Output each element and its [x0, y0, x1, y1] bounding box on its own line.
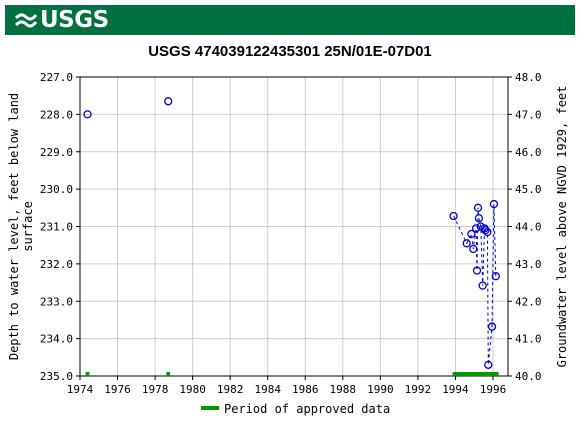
data-point [449, 211, 458, 221]
x-tick-label: 1990 [367, 383, 394, 396]
y-axis-left-label: Depth to water level, feet below landsur… [7, 93, 35, 360]
x-tick-label: 1978 [142, 383, 169, 396]
legend-label: Period of approved data [224, 402, 390, 416]
y-left-tick-label: 233.0 [40, 295, 73, 308]
x-tick-label: 1984 [254, 383, 281, 396]
y-axis-left-ticks: 227.0 228.0 229.0 230.0 231.0 232.0 233.0 234.0… [40, 71, 80, 383]
x-tick-label: 1994 [442, 383, 469, 396]
data-point [473, 203, 483, 212]
y-left-tick-label: 227.0 [40, 71, 73, 84]
data-point [83, 110, 92, 119]
y-right-tick-label: 41.0 [515, 333, 542, 346]
data-point [472, 266, 482, 275]
chart-title: USGS 474039122435301 25N/01E-07D01 [148, 43, 432, 60]
data-point [489, 199, 499, 209]
approved-period-bar [452, 372, 499, 376]
legend-swatch [201, 406, 219, 410]
data-point [471, 224, 481, 233]
data-point [478, 281, 487, 290]
y-left-tick-label: 235.0 [40, 370, 73, 383]
series-line [453, 204, 497, 365]
y-left-tick-label: 229.0 [40, 146, 73, 159]
approved-period-bar [166, 372, 171, 376]
x-tick-label: 1996 [480, 383, 507, 396]
y-axis-right-ticks: 48.0 47.0 46.0 45.0 44.0 43.0 42.0 41.0 40.0 [508, 71, 542, 383]
series-connector-lines [453, 204, 497, 365]
y-left-tick-label: 232.0 [40, 258, 73, 271]
y-left-tick-label: 231.0 [40, 221, 73, 234]
y-right-tick-label: 48.0 [515, 71, 542, 84]
approved-period-bars [85, 372, 499, 376]
y-left-tick-label: 230.0 [40, 183, 73, 196]
data-point [469, 244, 478, 254]
data-point [491, 272, 500, 281]
y-axis-right-label: Groundwater level above NGVD 1929, feet [555, 86, 569, 368]
series-points [83, 97, 500, 369]
y-right-tick-label: 40.0 [515, 370, 542, 383]
y-right-tick-label: 47.0 [515, 108, 542, 121]
data-point [462, 239, 471, 248]
y-left-tick-label: 234.0 [40, 333, 73, 346]
x-tick-label: 1986 [292, 383, 319, 396]
y-right-tick-label: 45.0 [515, 183, 542, 196]
usgs-logo[interactable]: USGS [14, 7, 109, 33]
data-point [474, 214, 484, 223]
usgs-logo-text: USGS [40, 7, 109, 33]
data-point [467, 229, 476, 239]
x-axis-ticks: 1974 1976 1978 1980 1982 1984 1986 1988 1990 1992… [67, 376, 506, 396]
x-tick-label: 1976 [104, 383, 131, 396]
y-left-tick-label: 228.0 [40, 108, 73, 121]
y-right-tick-label: 42.0 [515, 295, 542, 308]
data-point [481, 226, 490, 235]
data-point [487, 322, 497, 331]
y-right-tick-label: 44.0 [515, 221, 542, 234]
x-tick-label: 1974 [67, 383, 94, 396]
approved-period-bar [85, 372, 90, 376]
x-tick-label: 1992 [405, 383, 432, 396]
x-tick-label: 1980 [179, 383, 206, 396]
grid-lines [79, 76, 508, 377]
x-tick-label: 1982 [217, 383, 244, 396]
usgs-banner: USGS [5, 5, 575, 35]
usgs-wave-icon [14, 9, 38, 31]
y-right-tick-label: 43.0 [515, 258, 542, 271]
data-point [484, 360, 493, 369]
legend: Period of approved data [201, 402, 390, 416]
y-right-tick-label: 46.0 [515, 146, 542, 159]
data-point [483, 227, 492, 237]
x-tick-label: 1988 [330, 383, 357, 396]
data-point [164, 97, 173, 106]
